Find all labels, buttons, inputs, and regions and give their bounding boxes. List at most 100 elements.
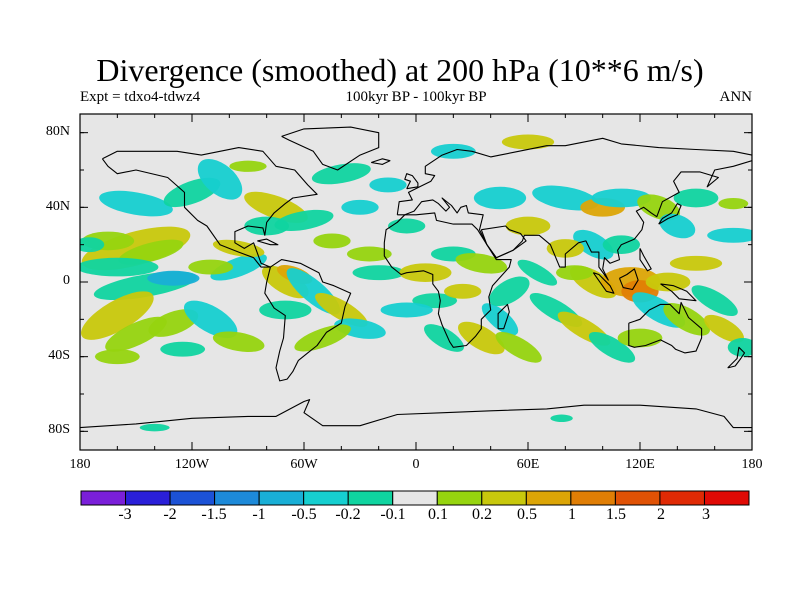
coastline-africa (383, 212, 512, 348)
colorbar-label: 0.1 (428, 506, 448, 523)
coastline-greenland (281, 126, 380, 171)
coastline-new-guinea (660, 283, 697, 302)
colorbar-swatch (303, 490, 349, 506)
divergence-patch (455, 253, 508, 274)
divergence-patch (691, 285, 738, 317)
divergence-patch (311, 163, 371, 185)
divergence-patch (313, 233, 351, 249)
lat-label-40n: 40N (45, 199, 70, 214)
divergence-patch (80, 257, 159, 277)
coastline-uk (404, 173, 419, 190)
lat-label-eq: 0 (63, 273, 70, 288)
divergence-patch (80, 291, 154, 340)
colorbar (80, 490, 750, 506)
divergence-patch (94, 349, 140, 365)
divergence-patch (495, 331, 542, 363)
divergence-patch (369, 177, 407, 193)
colorbar-swatch (258, 490, 305, 506)
colorbar-label: -2 (163, 506, 177, 523)
lon-label-180e: 180 (741, 457, 763, 472)
experiment-label: Expt = tdxo4-tdwz4 (80, 89, 201, 105)
divergence-patch (380, 302, 433, 318)
coastline-iceland (371, 158, 391, 165)
coastline-eurasia (396, 137, 752, 281)
colorbar-label: 3 (702, 506, 710, 523)
colorbar-label: 0.5 (517, 506, 537, 523)
divergence-patch (99, 190, 173, 217)
divergence-patch (556, 265, 594, 281)
divergence-patch (160, 341, 206, 357)
colorbar-swatch (481, 490, 527, 506)
colorbar-label: -1 (252, 506, 266, 523)
lon-label-120w: 120W (174, 457, 210, 472)
divergence-patch (573, 229, 614, 260)
colorbar-label: 2 (657, 506, 665, 523)
colorbar-swatch (392, 490, 438, 506)
coastline-borneo (618, 268, 639, 291)
season-label: ANN (719, 89, 753, 105)
colorbar-swatch (436, 490, 483, 506)
colorbar-label: 1 (568, 506, 576, 523)
divergence-patch (315, 293, 368, 327)
colorbar-label: -3 (118, 506, 132, 523)
divergence-patch (704, 314, 744, 343)
colorbar-swatch (614, 490, 661, 506)
divergence-patch (550, 414, 573, 422)
divergence-patch (591, 188, 652, 208)
lon-label-180w: 180 (69, 457, 91, 472)
divergence-patch (148, 309, 199, 337)
divergence-patch (197, 159, 243, 200)
divergence-patch (505, 216, 551, 236)
divergence-patch (727, 338, 752, 357)
coastline-north-america (101, 147, 318, 268)
lon-label-0: 0 (412, 457, 420, 472)
colorbar-swatch (169, 490, 216, 506)
divergence-patch (588, 331, 636, 363)
divergence-patch (388, 218, 426, 234)
colorbar-swatch (214, 490, 260, 506)
divergence-patch (188, 259, 234, 275)
divergence-patch (183, 300, 238, 339)
colorbar-label: -1.5 (201, 506, 227, 523)
coastline-cuba (257, 238, 279, 246)
divergence-patch (444, 283, 482, 299)
divergence-patch (718, 198, 749, 210)
divergence-patch (399, 263, 452, 282)
divergence-patch (346, 246, 392, 262)
coastline-arabia (480, 225, 527, 259)
colorbar-label: 1.5 (606, 506, 626, 523)
colorbar-label: 0.2 (472, 506, 492, 523)
figure-title: Divergence (smoothed) at 200 hPa (10**6 … (96, 52, 704, 88)
coastlines (80, 126, 752, 429)
colorbar-label: -0.2 (335, 506, 361, 523)
divergence-patch (229, 160, 267, 172)
coastline-south-america (264, 259, 352, 382)
divergence-patch (473, 186, 527, 210)
colorbar-swatch (570, 490, 616, 506)
colorbar-swatch (80, 490, 127, 506)
divergence-shading (80, 134, 752, 432)
divergence-patch (659, 213, 696, 239)
period-label: 100kyr BP - 100kyr BP (345, 89, 487, 105)
divergence-patch (274, 209, 334, 231)
divergence-patch (669, 255, 723, 271)
lon-label-60w: 60W (290, 457, 318, 472)
divergence-patch (424, 324, 464, 352)
divergence-patch (517, 259, 558, 286)
colorbar-label: -0.1 (380, 506, 406, 523)
colorbar-label: -0.5 (291, 506, 317, 523)
colorbar-swatch (659, 490, 705, 506)
divergence-patch (118, 239, 184, 265)
divergence-patch (139, 423, 170, 432)
colorbar-swatch (347, 490, 394, 506)
divergence-patch (546, 239, 584, 258)
coastline-sumatra (592, 272, 615, 294)
coastline-new-zealand (727, 346, 746, 369)
lon-label-60e: 60E (516, 457, 540, 472)
divergence-patch (212, 331, 265, 352)
lat-label-80n: 80N (45, 124, 70, 139)
coastline-madagascar (497, 303, 510, 330)
axis-ticks (79, 114, 753, 450)
coastline-australia (628, 301, 703, 354)
